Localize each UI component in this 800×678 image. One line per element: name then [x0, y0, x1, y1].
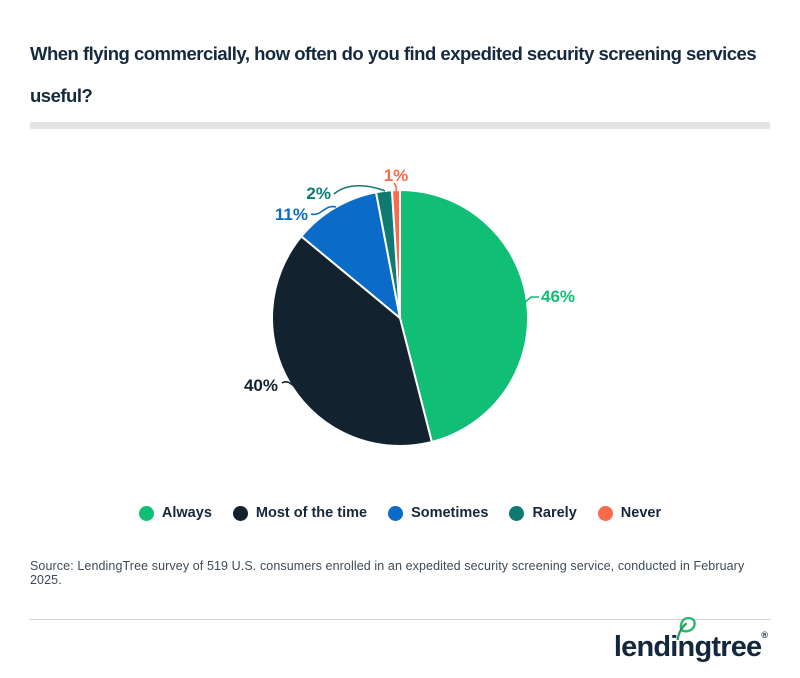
- legend-dot-rarely: [509, 505, 525, 521]
- leaf-icon: [674, 616, 696, 640]
- legend-label-never: Never: [620, 505, 662, 521]
- slice-label-most-of-the-time: 40%: [244, 376, 278, 395]
- legend-label-always: Always: [161, 505, 212, 521]
- slice-label-never: 1%: [384, 166, 409, 185]
- leader-line-sometimes: [310, 205, 337, 216]
- leader-line-always: [522, 296, 539, 305]
- pie-slice-most-of-the-time: [271, 235, 433, 447]
- lendingtree-logo: lendingtree®: [613, 616, 768, 664]
- chart-legend: Always Most of the time Sometimes Rarely Nev…: [30, 505, 770, 521]
- leader-line-rarely: [333, 184, 386, 195]
- legend-label-sometimes: Sometimes: [411, 505, 489, 521]
- page-title: When flying commercially, how often do y…: [30, 43, 757, 106]
- legend-dot-most-of-the-time: [232, 505, 248, 521]
- slice-label-rarely: 2%: [306, 184, 331, 203]
- pie-chart: 46% 40% 11% 2% 1%: [30, 150, 770, 480]
- footer-divider: [30, 619, 770, 620]
- legend-item-sometimes: Sometimes: [388, 505, 488, 521]
- pie-slice-always: [399, 189, 529, 443]
- leader-line-never: [393, 182, 398, 192]
- legend-item-most-of-the-time: Most of the time: [232, 505, 368, 521]
- leader-line-most-of-the-time: [281, 381, 304, 391]
- legend-dot-sometimes: [388, 505, 404, 521]
- registered-trademark: ®: [761, 630, 768, 640]
- legend-dot-never: [597, 505, 613, 521]
- slice-label-sometimes: 11%: [275, 205, 308, 224]
- slice-label-always: 46%: [541, 287, 575, 306]
- legend-item-always: Always: [138, 505, 212, 521]
- title-divider-bar: [30, 122, 770, 129]
- pie-slice-sometimes: [300, 191, 401, 319]
- legend-dot-always: [138, 505, 154, 521]
- pie-chart-svg: 46% 40% 11% 2% 1%: [244, 166, 575, 447]
- source-note: Source: LendingTree survey of 519 U.S. c…: [30, 559, 745, 587]
- brand-wordmark: lendingtree: [613, 631, 762, 663]
- legend-label-most-of-the-time: Most of the time: [255, 505, 368, 521]
- legend-item-never: Never: [597, 505, 662, 521]
- legend-item-rarely: Rarely: [509, 505, 577, 521]
- legend-label-rarely: Rarely: [532, 505, 577, 521]
